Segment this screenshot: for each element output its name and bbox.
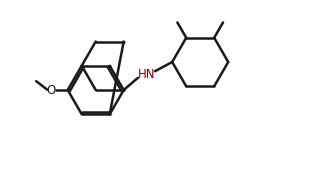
Text: HN: HN xyxy=(138,68,155,81)
Text: O: O xyxy=(47,84,56,96)
